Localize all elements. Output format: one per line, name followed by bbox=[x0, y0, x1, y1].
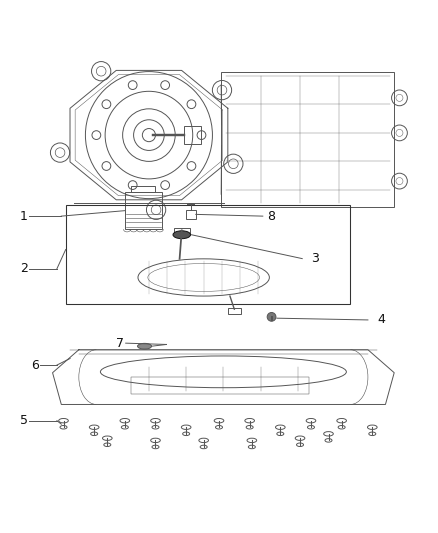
Bar bbox=[174, 228, 190, 232]
Bar bbox=[228, 308, 241, 313]
Ellipse shape bbox=[138, 343, 152, 349]
Text: 4: 4 bbox=[377, 313, 385, 326]
Bar bbox=[184, 126, 201, 144]
Bar bbox=[131, 377, 309, 393]
Bar bbox=[221, 71, 394, 207]
Text: 5: 5 bbox=[20, 414, 28, 427]
Text: 1: 1 bbox=[20, 209, 28, 223]
Text: 6: 6 bbox=[31, 359, 39, 372]
Bar bbox=[125, 192, 162, 229]
Text: 3: 3 bbox=[311, 252, 319, 265]
Bar bbox=[131, 186, 155, 192]
Bar bbox=[186, 209, 196, 219]
Circle shape bbox=[267, 312, 276, 321]
Text: 8: 8 bbox=[268, 209, 276, 223]
Text: 2: 2 bbox=[20, 262, 28, 275]
Bar bbox=[66, 205, 350, 304]
Ellipse shape bbox=[173, 231, 191, 239]
Text: 7: 7 bbox=[117, 337, 124, 350]
